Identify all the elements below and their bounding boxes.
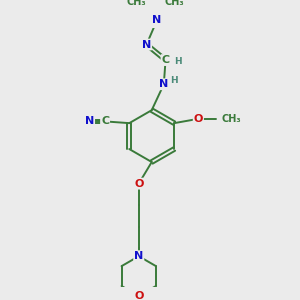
- Text: N: N: [134, 251, 143, 261]
- Text: H: H: [174, 56, 182, 65]
- Text: C: C: [101, 116, 109, 126]
- Text: CH₃: CH₃: [126, 0, 146, 7]
- Text: O: O: [134, 291, 143, 300]
- Text: O: O: [194, 114, 203, 124]
- Text: O: O: [134, 178, 143, 189]
- Text: C: C: [161, 55, 169, 65]
- Text: N: N: [85, 116, 94, 126]
- Text: N: N: [152, 15, 161, 25]
- Text: N: N: [142, 40, 151, 50]
- Text: CH₃: CH₃: [164, 0, 184, 7]
- Text: CH₃: CH₃: [222, 114, 241, 124]
- Text: H: H: [170, 76, 178, 85]
- Text: N: N: [159, 79, 168, 89]
